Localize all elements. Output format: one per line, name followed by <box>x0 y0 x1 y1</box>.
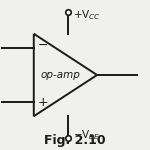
Text: op-amp: op-amp <box>40 70 80 80</box>
Text: +V$_{CC}$: +V$_{CC}$ <box>73 8 101 22</box>
Text: −V$_{EE}$: −V$_{EE}$ <box>73 128 100 142</box>
Text: −: − <box>38 39 49 52</box>
Text: +: + <box>38 96 49 110</box>
Text: Fig. 2.10: Fig. 2.10 <box>44 134 106 147</box>
